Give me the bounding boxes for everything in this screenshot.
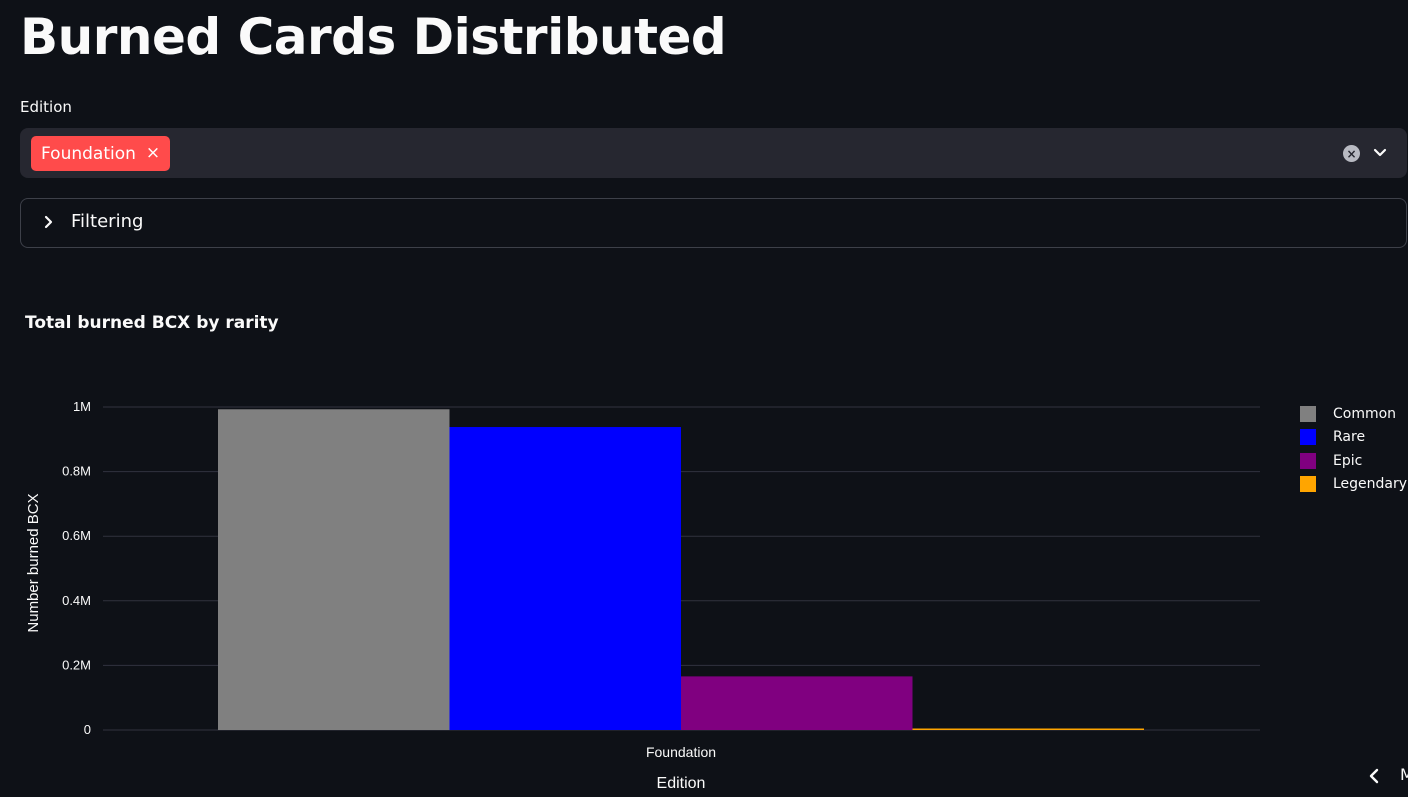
chevron-right-icon <box>44 215 53 229</box>
chart-legend[interactable]: Common Rare Epic Legendary <box>1300 402 1407 496</box>
bar-common[interactable] <box>218 409 450 730</box>
legend-item-legendary[interactable]: Legendary <box>1300 473 1407 497</box>
y-tick-label: 0.8M <box>62 464 91 479</box>
expander-label: Filtering <box>71 211 144 232</box>
edition-multiselect[interactable]: Foundation × × <box>20 128 1407 178</box>
truncated-label: M <box>1400 765 1408 784</box>
legend-item-common[interactable]: Common <box>1300 402 1407 426</box>
legend-label: Common <box>1333 405 1397 422</box>
y-tick-label: 1M <box>73 399 91 414</box>
legend-label: Epic <box>1333 452 1363 469</box>
legend-swatch <box>1300 405 1316 422</box>
x-tick-label: Foundation <box>646 744 716 760</box>
y-axis-title: Number burned BCX <box>25 493 42 632</box>
chart-title: Total burned BCX by rarity <box>25 313 279 333</box>
y-tick-label: 0 <box>84 722 91 737</box>
y-tick-label: 0.2M <box>62 657 91 672</box>
y-tick-label: 0.4M <box>62 593 91 608</box>
page-title: Burned Cards Distributed <box>20 8 727 66</box>
legend-label: Rare <box>1333 429 1366 446</box>
legend-label: Legendary <box>1333 476 1408 493</box>
chevron-down-icon[interactable] <box>1371 144 1389 162</box>
y-tick-label: 0.6M <box>62 528 91 543</box>
axis-ticks: 0 0.2M 0.4M 0.6M 0.8M 1M Foundation <box>62 399 716 760</box>
clear-all-icon[interactable]: × <box>1343 145 1360 162</box>
chip-label: Foundation <box>41 143 136 164</box>
legend-swatch <box>1300 452 1316 469</box>
legend-item-epic[interactable]: Epic <box>1300 449 1407 473</box>
legend-swatch <box>1300 476 1316 493</box>
bar-legendary[interactable] <box>912 728 1145 731</box>
bar-epic[interactable] <box>681 676 913 730</box>
legend-swatch <box>1300 429 1316 446</box>
edition-label: Edition <box>20 98 72 116</box>
selected-chip-foundation: Foundation × <box>31 136 171 171</box>
chevron-left-icon[interactable] <box>1366 767 1382 785</box>
chip-remove-icon[interactable]: × <box>145 143 161 163</box>
bars <box>218 409 1144 730</box>
bar-chart: 0 0.2M 0.4M 0.6M 0.8M 1M Foundation Edition Nu… <box>25 399 1260 792</box>
filtering-expander[interactable]: Filtering <box>20 198 1407 248</box>
bar-rare[interactable] <box>449 427 682 730</box>
x-axis-title: Edition <box>657 775 706 792</box>
legend-item-rare[interactable]: Rare <box>1300 426 1407 450</box>
